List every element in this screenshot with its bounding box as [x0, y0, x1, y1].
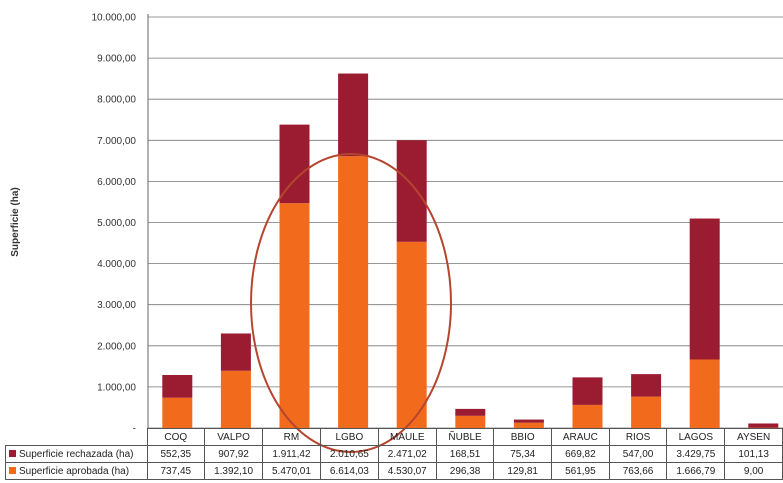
data-label: 561,95 — [551, 462, 610, 480]
category-label: RIOS — [608, 428, 668, 446]
data-label: 669,82 — [551, 445, 610, 463]
data-label: 3.429,75 — [666, 445, 726, 463]
data-label: 75,34 — [493, 445, 552, 463]
rechazada-row: Superficie rechazada (ha) 552,35 907,92 1.… — [5, 445, 783, 463]
y-tick-label: 5.000,00 — [97, 218, 136, 229]
y-tick-label: 7.000,00 — [97, 136, 136, 147]
y-tick-label: 9.000,00 — [97, 54, 136, 65]
category-label: VALPO — [204, 428, 263, 446]
bar-aprobada-ñuble — [455, 415, 486, 428]
aprobada-label: Superficie aprobada (ha) — [19, 465, 130, 477]
bar-aprobada-arauc — [572, 404, 603, 428]
data-label: 763,66 — [608, 462, 668, 480]
category-label: LGBO — [319, 428, 379, 446]
y-axis-title: Superficie (ha) — [10, 187, 21, 256]
data-label: 6.614,03 — [319, 462, 379, 480]
data-label: 5.470,01 — [262, 462, 321, 480]
y-tick-label: 6.000,00 — [97, 177, 136, 188]
aprobada-swatch-icon — [9, 467, 16, 475]
data-label: 2.010,65 — [319, 445, 379, 463]
rechazada-row-label: Superficie rechazada (ha) — [5, 445, 148, 463]
data-label: 129,81 — [493, 462, 552, 480]
data-label: 4.530,07 — [377, 462, 437, 480]
bars — [162, 73, 779, 428]
rechazada-label: Superficie rechazada (ha) — [19, 448, 134, 460]
bar-rechazada-lagos — [689, 218, 720, 360]
data-label: 737,45 — [146, 462, 206, 480]
category-label: ARAUC — [551, 428, 610, 446]
bar-aprobada-coq — [162, 397, 193, 428]
bar-rechazada-arauc — [572, 377, 603, 405]
category-label: RM — [262, 428, 321, 446]
data-label: 907,92 — [204, 445, 263, 463]
bar-aprobada-rm — [279, 203, 310, 428]
data-table: COQ VALPO RM LGBO MAULE ÑUBLE BBIO ARAUC RIOS LAG… — [5, 428, 783, 480]
category-label: AYSEN — [724, 428, 783, 446]
data-label: 9,00 — [724, 462, 783, 480]
bar-aprobada-valpo — [220, 370, 251, 428]
y-tick-label: 10.000,00 — [92, 13, 137, 24]
bar-aprobada-lagos — [689, 359, 720, 428]
data-label: 168,51 — [435, 445, 495, 463]
y-tick-label: 2.000,00 — [97, 341, 136, 352]
table-corner — [6, 429, 148, 446]
bar-aprobada-bbio — [513, 422, 544, 428]
bar-rechazada-coq — [162, 374, 193, 398]
data-label: 1.666,79 — [666, 462, 726, 480]
data-label: 1.392,10 — [204, 462, 263, 480]
bar-rechazada-rios — [631, 374, 662, 397]
aprobada-row: Superficie aprobada (ha) 737,45 1.392,10 5… — [5, 462, 783, 480]
category-row: COQ VALPO RM LGBO MAULE ÑUBLE BBIO ARAUC RIOS LAG… — [6, 428, 783, 446]
data-label: 296,38 — [435, 462, 495, 480]
data-label: 552,35 — [146, 445, 206, 463]
aprobada-row-label: Superficie aprobada (ha) — [5, 462, 148, 480]
data-label: 547,00 — [608, 445, 668, 463]
bar-rechazada-valpo — [220, 333, 251, 371]
y-tick-label: 1.000,00 — [97, 382, 136, 393]
category-label: COQ — [146, 428, 206, 446]
bar-rechazada-aysen — [748, 423, 779, 428]
bar-rechazada-ñuble — [455, 408, 486, 416]
y-tick-label: 8.000,00 — [97, 95, 136, 106]
rechazada-swatch-icon — [9, 450, 16, 458]
y-tick-label: - — [133, 424, 136, 435]
bar-aprobada-lgbo — [338, 156, 369, 428]
category-label: LAGOS — [666, 428, 726, 446]
category-label: MAULE — [377, 428, 437, 446]
y-axis-ticks: - 1.000,00 2.000,00 3.000,00 4.000,00 5.000,0… — [92, 13, 137, 435]
y-tick-label: 4.000,00 — [97, 259, 136, 270]
bar-rechazada-maule — [396, 140, 427, 242]
bar-aprobada-rios — [631, 396, 662, 428]
y-tick-label: 3.000,00 — [97, 300, 136, 311]
bar-rechazada-lgbo — [338, 73, 369, 157]
data-label: 1.911,42 — [262, 445, 321, 463]
gridlines — [148, 16, 783, 429]
category-label: BBIO — [493, 428, 552, 446]
category-label: ÑUBLE — [435, 428, 495, 446]
bar-rechazada-bbio — [513, 419, 544, 423]
data-label: 101,13 — [724, 445, 783, 463]
bar-aprobada-maule — [396, 241, 427, 428]
data-label: 2.471,02 — [377, 445, 437, 463]
